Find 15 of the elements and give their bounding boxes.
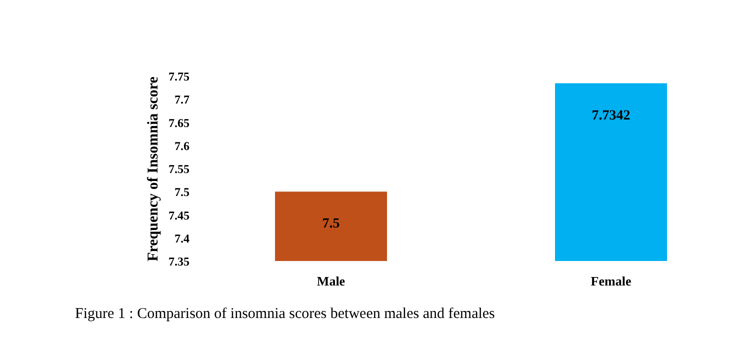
- y-tick-label: 7.45: [168, 208, 190, 222]
- y-tick-label: 7.65: [168, 116, 190, 130]
- y-tick-label: 7.75: [168, 70, 190, 84]
- y-tick-label: 7.35: [168, 254, 190, 268]
- y-tick-label: 7.55: [168, 162, 190, 176]
- y-tick-label: 7.6: [174, 138, 190, 153]
- x-tick-label: Female: [590, 274, 632, 288]
- y-tick-label: 7.5: [174, 185, 190, 200]
- data-label: 7.5: [322, 216, 340, 232]
- y-tick-label: 7.7: [174, 92, 190, 107]
- y-axis-title: Frequency of Insomnia score: [146, 76, 162, 262]
- data-label: 7.7342: [592, 108, 630, 124]
- x-tick-label: Male: [316, 274, 346, 288]
- y-tick-label: 7.4: [174, 231, 190, 246]
- caption: Figure 1 : Comparison of insomnia scores between males and females: [75, 306, 496, 322]
